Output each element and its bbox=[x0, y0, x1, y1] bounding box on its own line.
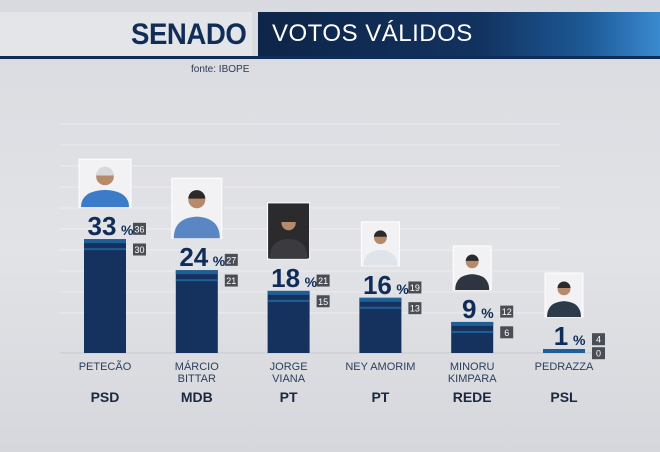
party-label: PT bbox=[280, 389, 298, 405]
party-label: PSL bbox=[550, 389, 578, 405]
candidate-photo-ney-amorim bbox=[360, 221, 400, 267]
range-high-label: 36 bbox=[134, 224, 144, 234]
party-label: PSD bbox=[91, 389, 120, 405]
value-label: 1 bbox=[554, 321, 568, 351]
candidate-name: KIMPARA bbox=[448, 373, 497, 385]
source-note: fonte: IBOPE bbox=[191, 64, 250, 75]
candidate-name: MÁRCIO bbox=[175, 360, 219, 373]
header-divider bbox=[0, 56, 660, 59]
bar-cap-band bbox=[451, 321, 494, 326]
value-label: 24 bbox=[179, 242, 208, 272]
range-low-label: 21 bbox=[226, 276, 236, 286]
percent-sign: % bbox=[121, 222, 134, 238]
range-low-label: 6 bbox=[504, 328, 509, 338]
bar-cap-band bbox=[267, 290, 310, 295]
bar-cap-band bbox=[543, 349, 585, 353]
party-label: REDE bbox=[453, 389, 492, 405]
page-title: SENADO bbox=[130, 18, 247, 51]
value-label: 18 bbox=[271, 263, 300, 293]
value-label: 9 bbox=[462, 294, 476, 324]
candidate-name: JORGE bbox=[270, 361, 308, 373]
value-label: 16 bbox=[363, 270, 392, 300]
range-high-box bbox=[500, 305, 514, 318]
candidate-photo-pedrazza bbox=[544, 272, 584, 318]
bar-stripe bbox=[267, 299, 310, 302]
value-label: 33 bbox=[88, 211, 117, 241]
percent-sign: % bbox=[481, 305, 494, 321]
bar-stripe bbox=[175, 279, 218, 282]
range-low-label: 13 bbox=[410, 304, 420, 314]
range-low-box bbox=[592, 347, 605, 360]
range-low-label: 15 bbox=[318, 297, 328, 307]
range-low-box bbox=[316, 295, 330, 308]
candidate-photo-minoru-kimpara bbox=[452, 245, 492, 291]
range-high-box bbox=[316, 274, 330, 287]
bar-cap-band bbox=[175, 270, 218, 275]
bar bbox=[451, 321, 494, 353]
range-high-label: 12 bbox=[502, 307, 512, 317]
candidate-name: PEDRAZZA bbox=[535, 361, 594, 373]
candidate-name: MINORU bbox=[450, 361, 495, 373]
range-low-box bbox=[133, 243, 146, 256]
range-high-box bbox=[133, 222, 146, 235]
range-high-label: 21 bbox=[318, 276, 328, 286]
page-subtitle: VOTOS VÁLIDOS bbox=[272, 20, 473, 47]
candidate-name: PETECÃO bbox=[79, 360, 132, 373]
range-low-box bbox=[408, 302, 422, 315]
bar-stripe bbox=[84, 248, 126, 251]
bar bbox=[359, 297, 402, 353]
bar-stripe bbox=[451, 330, 494, 333]
party-label: MDB bbox=[181, 389, 213, 405]
range-high-label: 27 bbox=[226, 255, 236, 265]
candidate-photo-petecao bbox=[78, 158, 132, 208]
candidate-name: BITTAR bbox=[178, 373, 216, 385]
bar bbox=[84, 239, 126, 353]
candidate-photo-marcio-bittar bbox=[171, 177, 223, 239]
party-label: PT bbox=[371, 389, 389, 405]
bar-cap-band bbox=[84, 239, 126, 244]
percent-sign: % bbox=[396, 281, 409, 297]
range-high-box bbox=[408, 281, 422, 294]
range-low-box bbox=[500, 326, 514, 339]
candidate-name: VIANA bbox=[272, 373, 306, 385]
header-right-panel: VOTOS VÁLIDOS bbox=[258, 12, 660, 56]
range-low-label: 30 bbox=[134, 245, 144, 255]
range-low-label: 0 bbox=[596, 349, 601, 359]
range-high-label: 4 bbox=[596, 335, 601, 345]
percent-sign: % bbox=[213, 253, 226, 269]
percent-sign: % bbox=[573, 332, 586, 348]
header-left-panel: SENADO bbox=[0, 12, 252, 56]
candidate-name: NEY AMORIM bbox=[345, 361, 415, 373]
range-high-box bbox=[224, 253, 238, 266]
range-high-label: 19 bbox=[410, 283, 420, 293]
candidate-photo-jorge-viana bbox=[267, 202, 311, 260]
bar-stripe bbox=[359, 306, 402, 309]
bar bbox=[175, 270, 218, 353]
percent-sign: % bbox=[305, 274, 318, 290]
range-high-box bbox=[592, 333, 605, 346]
range-low-box bbox=[224, 274, 238, 287]
bar-cap-band bbox=[359, 297, 402, 302]
